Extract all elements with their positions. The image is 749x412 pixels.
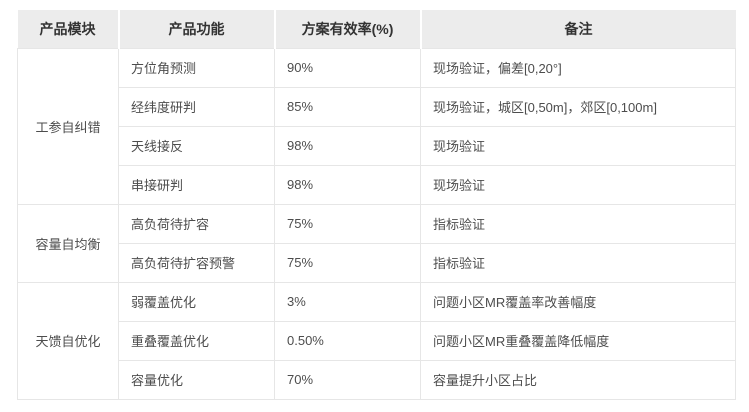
note-cell: 现场验证，城区[0,50m]，郊区[0,100m] [420,86,736,127]
function-cell: 弱覆盖优化 [118,281,275,322]
rate-cell: 3% [274,281,421,322]
note-cell: 指标验证 [420,242,736,283]
rate-cell: 70% [274,359,421,400]
note-cell: 容量提升小区占比 [420,359,736,400]
rate-cell: 0.50% [274,320,421,361]
rate-cell: 98% [274,125,421,166]
rate-cell: 85% [274,86,421,127]
column-header-module: 产品模块 [17,10,120,48]
table-row: 天线接反 98% 现场验证 [18,125,736,166]
column-header-function: 产品功能 [118,10,276,48]
function-cell: 经纬度研判 [118,86,275,127]
function-cell: 重叠覆盖优化 [118,320,275,361]
column-header-rate: 方案有效率(%) [274,10,422,48]
rate-cell: 75% [274,242,421,283]
table-row: 串接研判 98% 现场验证 [18,164,736,205]
function-cell: 方位角预测 [118,47,275,88]
function-cell: 容量优化 [118,359,275,400]
product-effectiveness-table: 产品模块 产品功能 方案有效率(%) 备注 工参自纠错 方位角预测 90% 现场验证，… [17,10,736,400]
table-row: 高负荷待扩容预警 75% 指标验证 [18,242,736,283]
function-cell: 高负荷待扩容预警 [118,242,275,283]
rate-cell: 75% [274,203,421,244]
note-cell: 问题小区MR覆盖率改善幅度 [420,281,736,322]
note-cell: 现场验证 [420,125,736,166]
module-cell: 工参自纠错 [17,47,119,205]
column-header-note: 备注 [420,10,736,48]
module-cell: 容量自均衡 [17,203,119,283]
note-cell: 现场验证，偏差[0,20°] [420,47,736,88]
table-row: 经纬度研判 85% 现场验证，城区[0,50m]，郊区[0,100m] [18,86,736,127]
note-cell: 指标验证 [420,203,736,244]
module-cell: 天馈自优化 [17,281,119,400]
table-row: 容量优化 70% 容量提升小区占比 [18,359,736,400]
table-row: 重叠覆盖优化 0.50% 问题小区MR重叠覆盖降低幅度 [18,320,736,361]
function-cell: 串接研判 [118,164,275,205]
table-row: 天馈自优化 弱覆盖优化 3% 问题小区MR覆盖率改善幅度 [17,281,736,400]
header-row: 产品模块 产品功能 方案有效率(%) 备注 [17,10,736,48]
note-cell: 问题小区MR重叠覆盖降低幅度 [420,320,736,361]
table-row: 容量自均衡 高负荷待扩容 75% 指标验证 [17,203,736,283]
table-container: 产品模块 产品功能 方案有效率(%) 备注 工参自纠错 方位角预测 90% 现场验证，… [17,10,736,400]
note-cell: 现场验证 [420,164,736,205]
rate-cell: 98% [274,164,421,205]
function-cell: 高负荷待扩容 [118,203,275,244]
function-cell: 天线接反 [118,125,275,166]
table-row: 工参自纠错 方位角预测 90% 现场验证，偏差[0,20°] [17,47,736,205]
rate-cell: 90% [274,47,421,88]
